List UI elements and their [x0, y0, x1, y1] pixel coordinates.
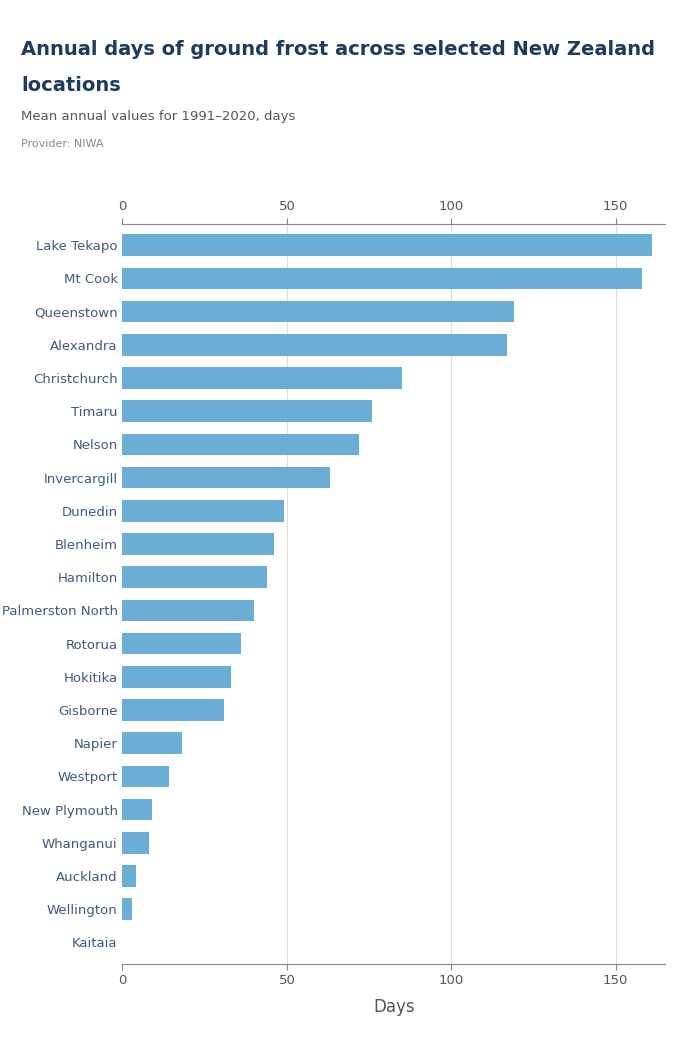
Text: Annual days of ground frost across selected New Zealand: Annual days of ground frost across selec…	[21, 40, 655, 59]
Bar	[122, 400, 372, 422]
Bar	[122, 301, 514, 322]
Bar	[122, 368, 402, 388]
Bar	[122, 732, 182, 754]
Bar	[122, 799, 152, 820]
Bar	[122, 268, 642, 289]
Bar	[122, 600, 254, 622]
Bar	[122, 533, 274, 554]
Bar	[122, 633, 241, 654]
Bar	[122, 334, 508, 356]
Bar	[122, 434, 359, 456]
Bar	[122, 865, 136, 886]
Bar	[122, 666, 231, 688]
Bar	[122, 566, 267, 588]
Text: locations: locations	[21, 76, 120, 94]
Bar	[122, 467, 330, 488]
Text: figure.nz: figure.nz	[560, 22, 648, 41]
Bar	[122, 832, 149, 854]
Text: Mean annual values for 1991–2020, days: Mean annual values for 1991–2020, days	[21, 110, 295, 123]
Bar	[122, 899, 132, 920]
Bar	[122, 765, 169, 788]
X-axis label: Days: Days	[373, 999, 414, 1016]
Bar	[122, 234, 652, 256]
Text: Provider: NIWA: Provider: NIWA	[21, 139, 104, 149]
Bar	[122, 500, 284, 522]
Bar	[122, 699, 225, 720]
